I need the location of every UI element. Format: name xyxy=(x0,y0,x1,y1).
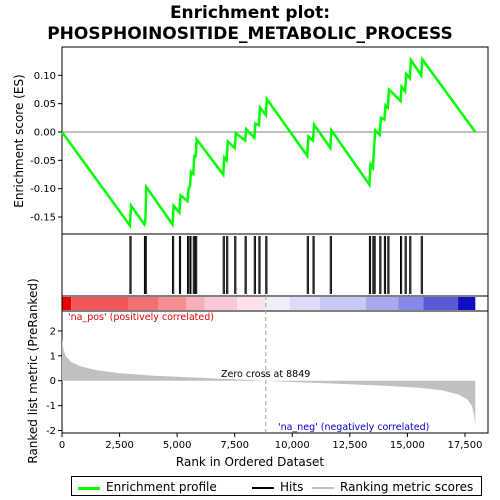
hit-lines xyxy=(129,236,423,294)
es-y-axis-label: Enrichment score (ES) xyxy=(12,74,26,207)
x-tick-label: 7,500 xyxy=(220,440,249,451)
hits-panel-frame xyxy=(61,233,489,297)
rank-y-tick-label: 0 xyxy=(50,376,56,387)
heat-bar-segment xyxy=(204,297,238,310)
es-panel: -0.15 -0.10 -0.05 0.00 0.05 0.10 Enrichment s… xyxy=(12,46,489,235)
ranking-metric-swatch xyxy=(312,487,334,489)
rank-y-tick-label: -1 xyxy=(46,401,56,412)
es-panel-frame xyxy=(61,46,489,235)
heat-bar-segment xyxy=(319,297,366,310)
zero-cross-label: Zero cross at 8849 xyxy=(221,369,310,380)
chart-title-line2: PHOSPHOINOSITIDE_METABOLIC_PROCESS xyxy=(47,24,453,44)
heat-bar-segment xyxy=(289,297,320,310)
heat-bar-segment xyxy=(62,297,72,310)
enrichment-profile-line xyxy=(60,56,477,230)
negative-correlation-label: 'na_neg' (negatively correlated) xyxy=(278,422,429,433)
rank-y-tick-label: -2 xyxy=(46,426,56,437)
x-tick-label: 5,000 xyxy=(163,440,192,451)
rank-y-axis-label: Ranked list metric (PreRanked) xyxy=(26,278,40,463)
x-axis-label: Rank in Ordered Dataset xyxy=(176,455,324,469)
heat-bar xyxy=(61,295,489,312)
rank-y-tick-label: 1 xyxy=(50,351,56,362)
x-tick-label: 15,000 xyxy=(390,440,425,451)
heat-bar-segment xyxy=(186,297,205,310)
heat-bar-segment xyxy=(423,297,459,310)
enrichment-profile-swatch xyxy=(78,487,100,490)
chart-title-line1: Enrichment plot: xyxy=(170,3,330,23)
es-y-tick-label: 0.10 xyxy=(34,71,56,82)
heat-bar-segment xyxy=(264,297,290,310)
rank-y-ticks: -2 -1 0 1 2 xyxy=(46,326,62,437)
heat-bar-segment xyxy=(128,297,159,310)
legend-label-hits: Hits xyxy=(280,480,304,494)
heat-bar-segment xyxy=(398,297,424,310)
heat-bar-segment xyxy=(365,297,399,310)
es-y-tick-label: 0.05 xyxy=(34,99,56,110)
es-y-tick-label: 0.00 xyxy=(34,128,56,139)
es-y-tick-label: -0.10 xyxy=(30,184,56,195)
legend-label-enrichment-profile: Enrichment profile xyxy=(106,480,217,494)
x-tick-label: 0 xyxy=(59,440,65,451)
heat-bar-segment xyxy=(237,297,265,310)
es-y-tick-label: -0.05 xyxy=(30,156,56,167)
es-y-tick-label: -0.15 xyxy=(30,213,56,224)
rank-y-tick-label: 2 xyxy=(50,326,56,337)
rank-panel: -2 -1 0 1 2 'na_pos' (positively correlated)… xyxy=(26,278,489,464)
legend: Enrichment profile Hits Ranking metric s… xyxy=(71,476,482,496)
hits-swatch xyxy=(252,487,274,489)
ranking-metric-area xyxy=(62,339,476,427)
heat-bar-segment xyxy=(71,297,129,310)
heat-bar-segment xyxy=(158,297,187,310)
rank-panel-frame xyxy=(61,310,489,434)
x-tick-label: 12,500 xyxy=(332,440,367,451)
x-tick-label: 17,500 xyxy=(447,440,482,451)
legend-label-ranking-metric: Ranking metric scores xyxy=(340,480,474,494)
x-tick-label: 10,000 xyxy=(275,440,310,451)
x-axis: 0 2,500 5,000 7,500 10,000 12,500 15,000 17,500 xyxy=(59,433,482,451)
es-y-ticks: -0.15 -0.10 -0.05 0.00 0.05 0.10 xyxy=(30,71,62,224)
heat-bar-segment xyxy=(458,297,476,310)
x-tick-label: 2,500 xyxy=(105,440,134,451)
positive-correlation-label: 'na_pos' (positively correlated) xyxy=(68,312,214,323)
hits-panel xyxy=(61,233,489,297)
